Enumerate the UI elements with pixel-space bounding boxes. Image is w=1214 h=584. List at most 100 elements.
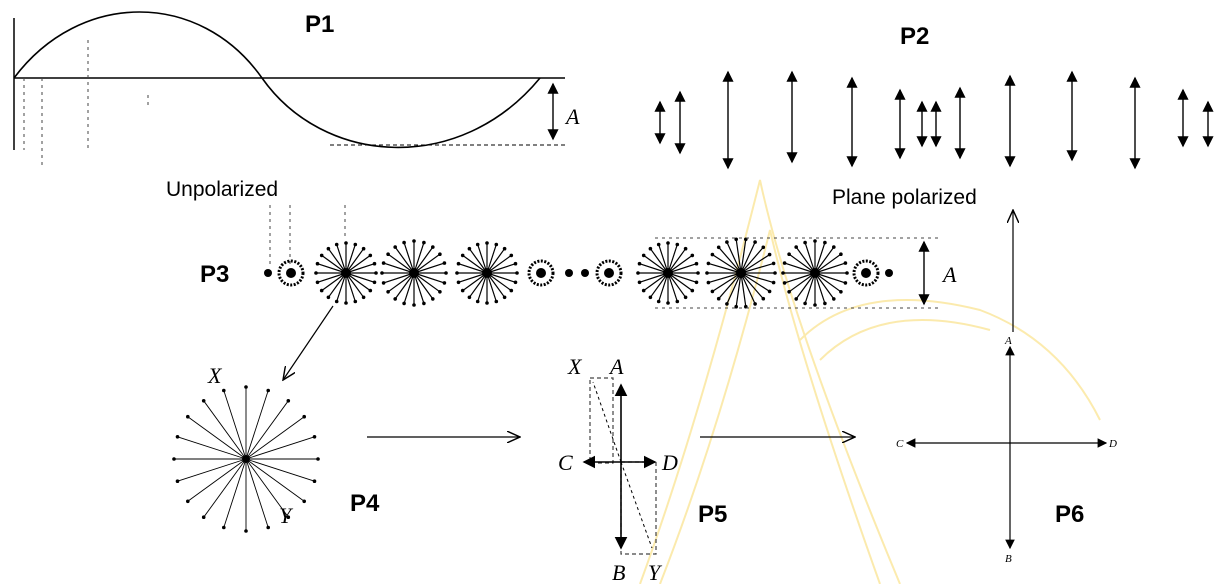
ray-tip: [637, 261, 642, 266]
ray-tip: [771, 261, 776, 266]
ray-tip: [186, 414, 190, 419]
point-dot: [885, 269, 893, 277]
ray-tip: [186, 499, 190, 504]
unpolarized-star: [172, 385, 320, 533]
ray-line: [223, 458, 247, 528]
ray-tip: [513, 280, 518, 285]
ray-tip: [675, 299, 680, 304]
ray-line: [327, 248, 347, 274]
ray-tip: [636, 271, 640, 275]
ray-line: [795, 272, 816, 300]
ray-tip: [843, 281, 848, 285]
ray-tip: [326, 246, 331, 251]
ray-tip: [787, 252, 791, 256]
ray-tip: [312, 479, 317, 484]
ray-line: [788, 272, 816, 293]
ray-tip: [402, 301, 406, 306]
ray-tip: [386, 290, 390, 294]
ray-tip: [641, 288, 646, 293]
ray-tip: [656, 242, 661, 247]
ray-tip: [515, 271, 519, 275]
ray-tip: [761, 296, 766, 301]
ray-tip: [361, 295, 366, 300]
ray-tip: [509, 253, 514, 258]
ray-tip: [201, 399, 206, 403]
ray-tip: [753, 240, 757, 244]
ray-tip: [201, 515, 206, 519]
ray-tip: [381, 261, 386, 265]
ray-tip: [706, 261, 711, 266]
ray-line: [468, 272, 488, 298]
plane-polarized-panel: [654, 70, 1214, 170]
ray-tip: [372, 261, 377, 266]
ray-tip: [648, 295, 653, 300]
ray-line: [245, 416, 305, 460]
ray-tip: [456, 280, 461, 285]
ray-line: [712, 254, 742, 274]
ray-line: [345, 248, 365, 274]
ray-tip: [374, 271, 378, 275]
ray-line: [740, 272, 774, 284]
ray-tip: [302, 499, 307, 504]
ray-line: [413, 242, 425, 274]
ray-tip: [823, 301, 827, 306]
ray-line: [718, 272, 742, 300]
ray-line: [223, 390, 247, 460]
ray-tip: [761, 245, 766, 250]
ray-tip: [175, 479, 180, 484]
ray-tip: [344, 241, 348, 245]
ray-tip: [386, 252, 390, 256]
ray-line: [718, 246, 742, 274]
ray-line: [394, 272, 415, 300]
ray-tip: [753, 302, 757, 306]
ray-line: [245, 458, 315, 482]
ray-tip: [823, 240, 827, 245]
ray-tip: [368, 288, 373, 293]
ray-tip: [683, 295, 688, 300]
ray-line: [740, 239, 747, 274]
ray-tip: [456, 261, 461, 266]
ray-line: [462, 254, 488, 274]
ray-line: [187, 458, 247, 502]
ray-line: [187, 416, 247, 460]
ray-line: [814, 272, 826, 304]
arrow-p3-to-p4: [283, 305, 334, 380]
ray-line: [383, 262, 415, 274]
ray-tip: [832, 297, 836, 301]
ray-tip: [773, 271, 777, 275]
ray-tip: [782, 281, 787, 285]
ray-line: [345, 254, 371, 274]
ray-line: [814, 246, 835, 274]
ray-line: [486, 254, 512, 274]
ray-tip: [843, 261, 848, 265]
ray-line: [321, 272, 347, 292]
ray-tip: [460, 288, 465, 293]
panel-label-p2: P2: [900, 23, 929, 50]
ray-tip: [266, 388, 271, 393]
ray-tip: [455, 271, 459, 275]
ray-line: [667, 254, 693, 274]
ray-tip: [361, 246, 366, 251]
ray-line: [245, 458, 269, 528]
point-dot: [264, 269, 272, 277]
ray-line: [814, 272, 842, 293]
ray-tip: [314, 271, 318, 275]
ray-tip: [475, 299, 480, 304]
ray-line: [814, 272, 835, 300]
ray-line: [740, 262, 774, 274]
p6-label-b: B: [1005, 553, 1012, 565]
ray-tip: [839, 252, 843, 256]
ray-line: [321, 254, 347, 274]
ray-tip: [344, 301, 348, 305]
ray-tip: [368, 253, 373, 258]
ray-tip: [832, 245, 836, 249]
ray-tip: [494, 299, 499, 304]
ray-line: [643, 254, 669, 274]
watermark-logo: [639, 179, 1101, 584]
ray-tip: [319, 288, 324, 293]
ray-line: [804, 272, 816, 304]
ray-line: [784, 262, 816, 274]
ray-line: [814, 253, 842, 274]
ray-tip: [460, 253, 465, 258]
